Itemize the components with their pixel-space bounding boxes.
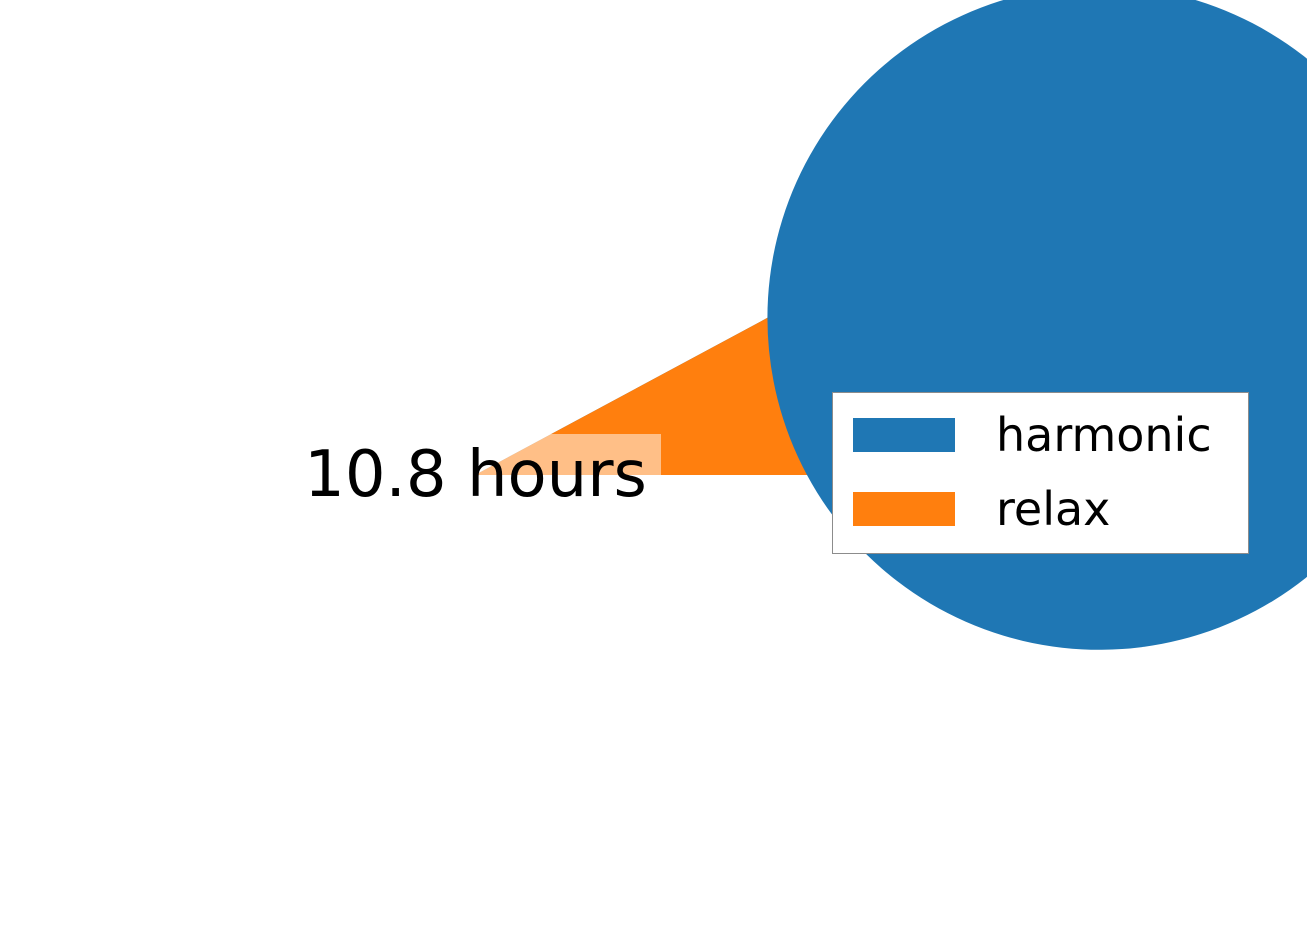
legend-swatch-harmonic — [853, 418, 955, 452]
legend-label-harmonic: harmonic — [996, 408, 1212, 462]
chart-legend: harmonic relax — [832, 392, 1249, 554]
center-value-label: 10.8 hours — [290, 434, 661, 515]
legend-item-harmonic[interactable]: harmonic — [853, 412, 1212, 458]
legend-swatch-relax — [853, 492, 955, 526]
legend-item-relax[interactable]: relax — [853, 486, 1110, 532]
legend-label-relax: relax — [996, 482, 1111, 536]
center-value-text: 10.8 hours — [304, 437, 647, 512]
